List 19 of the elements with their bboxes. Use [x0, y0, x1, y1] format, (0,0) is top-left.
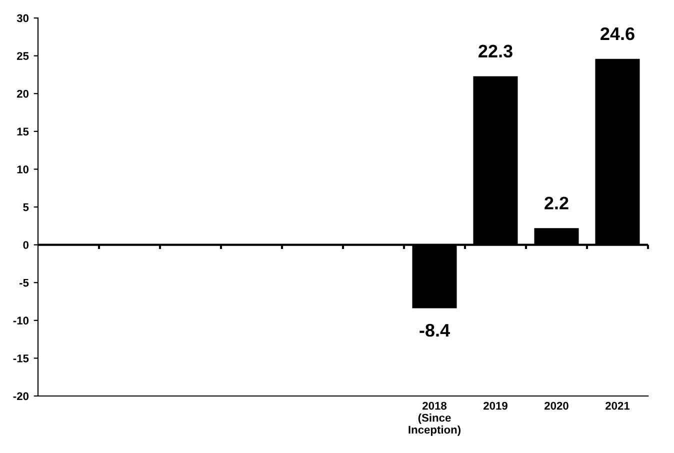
y-tick-label: 15	[17, 128, 29, 136]
data-label: -8.4	[420, 324, 450, 337]
y-tick-label: 0	[23, 241, 29, 249]
y-tick-label: -20	[13, 392, 29, 400]
y-tick-label: 10	[17, 165, 29, 174]
x-tick-label: 2021	[606, 402, 630, 410]
data-label: 2.2	[544, 196, 568, 210]
y-tick-label: 25	[17, 52, 29, 60]
x-tick-label: 2019	[484, 402, 508, 410]
data-label: 22.3	[478, 44, 512, 58]
data-label: 24.6	[600, 27, 634, 40]
y-tick-label: 5	[23, 203, 29, 212]
y-tick-label: -5	[20, 278, 29, 287]
x-tick-label: 2018 (Since Inception)	[408, 402, 460, 436]
y-tick-label: 30	[16, 14, 29, 22]
y-tick-label: -10	[13, 316, 29, 325]
y-tick-label: -15	[13, 354, 29, 362]
x-tick-label: 2020	[544, 402, 568, 410]
y-tick-label: 20	[17, 90, 29, 98]
